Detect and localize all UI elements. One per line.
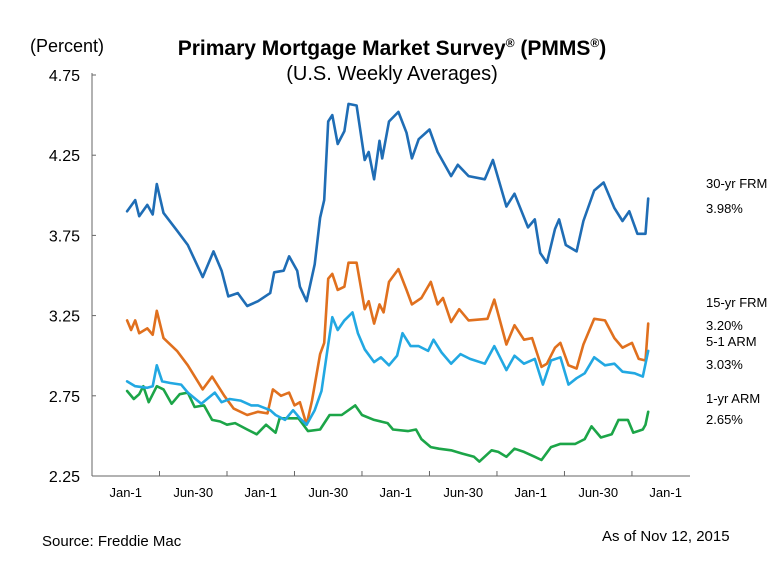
series-label-30yr: 30-yr FRM — [706, 176, 768, 191]
y-tick-label: 3.25 — [49, 309, 80, 326]
x-tick-label: Jan-1 — [514, 485, 547, 500]
x-tick-label: Jan-1 — [244, 485, 277, 500]
x-tick-label: Jan-1 — [649, 485, 682, 500]
x-tick-label: Jun-30 — [443, 485, 483, 500]
y-tick-label: 2.75 — [49, 389, 80, 406]
series-label-1yrarm: 1-yr ARM — [706, 391, 761, 406]
y-tick-label: 4.25 — [49, 148, 80, 165]
x-tick-label: Jun-30 — [173, 485, 213, 500]
chart-subtitle: (U.S. Weekly Averages) — [286, 63, 498, 85]
as-of-date: As of Nov 12, 2015 — [602, 528, 730, 545]
series-value-51arm: 3.03% — [706, 357, 743, 372]
y-tick-label: 2.25 — [49, 469, 80, 486]
registered-mark: ® — [590, 36, 600, 50]
series-line-5-1-arm — [125, 311, 650, 427]
y-axis-unit-label: (Percent) — [30, 36, 105, 56]
series-value-15yr: 3.20% — [706, 318, 743, 333]
series-label-51arm: 5-1 ARM — [706, 334, 757, 349]
x-tick-label: Jun-30 — [578, 485, 618, 500]
x-tick-label: Jun-30 — [308, 485, 348, 500]
x-tick-label: Jan-1 — [379, 485, 412, 500]
chart-title-text: Primary Mortgage Market Survey — [177, 37, 506, 60]
source-note: Source: Freddie Mac — [42, 533, 182, 550]
chart-title-pmms: (PMMS — [514, 37, 591, 60]
x-tick-label: Jan-1 — [109, 485, 142, 500]
series-line-1-yr-arm — [125, 384, 650, 463]
series-line-30-yr-frm — [125, 102, 650, 308]
chart-title: Primary Mortgage Market Survey® (PMMS®) — [0, 36, 784, 61]
chart-title-close: ) — [599, 37, 607, 60]
registered-mark: ® — [505, 36, 515, 50]
series-line-15-yr-frm — [125, 261, 650, 427]
y-tick-label: 3.75 — [49, 228, 80, 245]
series-label-15yr: 15-yr FRM — [706, 295, 768, 310]
series-value-30yr: 3.98% — [706, 201, 743, 216]
series-value-1yrarm: 2.65% — [706, 412, 743, 427]
y-tick-label: 4.75 — [49, 68, 80, 85]
